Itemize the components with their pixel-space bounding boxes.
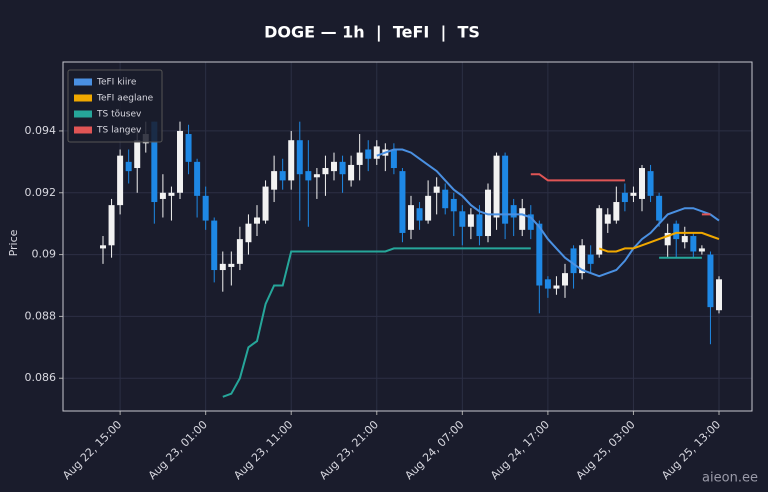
y-tick-label: 0.092	[25, 186, 57, 199]
legend-swatch	[74, 78, 92, 86]
candle-body	[322, 168, 329, 175]
candle-body	[681, 236, 688, 243]
candle-body	[596, 208, 603, 255]
candle-body	[647, 171, 654, 196]
legend-swatch	[74, 94, 92, 102]
candle-body	[185, 134, 192, 162]
legend-swatch	[74, 126, 92, 134]
candle-body	[356, 152, 363, 165]
candle-body	[519, 208, 526, 230]
candle-body	[108, 205, 115, 246]
candle-body	[159, 192, 166, 199]
candle-body	[288, 140, 295, 181]
indicator-line	[530, 173, 711, 216]
candle-body	[442, 189, 449, 209]
candle-body	[271, 171, 278, 190]
candle-body	[562, 273, 568, 286]
candle-body	[579, 245, 586, 274]
candle-body	[408, 205, 414, 230]
candle-body	[716, 279, 722, 311]
watermark: aieon.ee	[702, 471, 758, 486]
legend-swatch	[74, 110, 92, 118]
indicator-line	[598, 231, 720, 253]
candle-body	[168, 192, 175, 196]
y-axis-label: Price	[7, 229, 20, 256]
legend-label: TeFI kiire	[96, 78, 137, 88]
candle-body	[211, 220, 218, 271]
candle-body	[416, 208, 423, 221]
candle-body	[476, 214, 483, 237]
y-tick-label: 0.086	[25, 371, 57, 384]
candle-body	[553, 285, 560, 289]
y-tick-label: 0.09	[32, 248, 57, 261]
candle-body	[228, 263, 235, 267]
candle-body	[544, 279, 551, 289]
candle-body	[339, 161, 346, 175]
candle-body	[433, 186, 440, 193]
candle-body	[399, 171, 406, 233]
chart-title: DOGE — 1h | TeFI | TS	[264, 23, 480, 43]
candle-body	[459, 211, 466, 227]
legend: TeFI kiire TeFI aeglane TS tõusev TS langev	[67, 69, 163, 143]
candle-body	[390, 149, 397, 169]
candle-body	[134, 140, 141, 169]
legend-box	[67, 69, 163, 143]
legend-label: TS langev	[96, 126, 142, 136]
candle-body	[117, 155, 124, 206]
candle-body	[656, 195, 663, 221]
candle-body	[502, 155, 509, 224]
candle-body	[373, 146, 380, 159]
candle-body	[450, 198, 457, 212]
candle-body	[236, 239, 243, 264]
candle-body	[313, 174, 320, 178]
candle-body	[664, 232, 671, 246]
plot-frame	[62, 61, 753, 412]
candle-body	[194, 161, 201, 196]
candle-body	[639, 168, 645, 199]
indicator-line	[376, 148, 720, 278]
candle-body	[151, 121, 158, 203]
candle-body	[613, 202, 620, 221]
candle-body	[425, 195, 432, 221]
candle-body	[527, 214, 534, 230]
candle-body	[698, 248, 705, 252]
candle-body	[365, 149, 372, 159]
candle-body	[621, 192, 628, 203]
candle-body	[707, 254, 714, 308]
candle-body	[690, 236, 697, 252]
candle-body	[570, 248, 577, 274]
candle-body	[254, 217, 260, 224]
candle-body	[331, 161, 337, 172]
candle-body	[348, 164, 355, 181]
candle-body	[100, 245, 106, 249]
candle-body	[604, 214, 611, 224]
legend-label: TS tõusev	[96, 110, 142, 120]
candle-body	[305, 171, 312, 181]
candle-body	[485, 189, 491, 237]
y-tick-label: 0.088	[25, 309, 57, 322]
candle-body	[279, 171, 286, 181]
candle-body	[125, 161, 132, 172]
candle-body	[587, 254, 594, 264]
candle-body	[510, 205, 517, 218]
candle-body	[262, 186, 269, 221]
candle-body	[219, 263, 226, 271]
candle-body	[245, 223, 252, 243]
candle-body	[536, 223, 543, 286]
y-tick-label: 0.094	[25, 124, 57, 137]
indicator-line	[222, 247, 702, 398]
candle-body	[673, 223, 680, 240]
candle-body	[177, 130, 183, 193]
candle-body	[467, 214, 474, 227]
candle-body	[630, 192, 637, 196]
candle-body	[296, 140, 303, 175]
legend-label: TeFI aeglane	[96, 94, 154, 104]
candle-body	[202, 195, 209, 221]
candle-body	[493, 155, 500, 218]
